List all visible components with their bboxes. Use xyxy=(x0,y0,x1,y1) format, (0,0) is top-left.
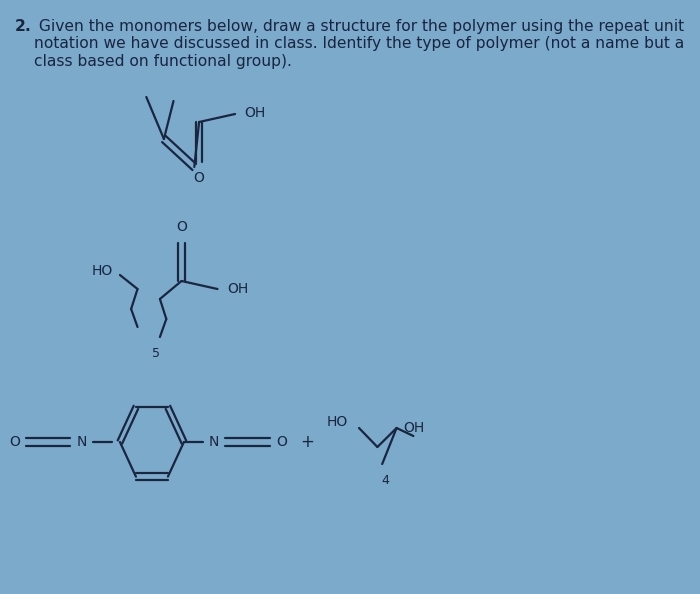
Text: 4: 4 xyxy=(382,473,389,486)
Text: 5: 5 xyxy=(152,346,160,359)
Text: HO: HO xyxy=(327,415,348,429)
Text: N: N xyxy=(209,435,220,449)
Text: OH: OH xyxy=(244,106,266,120)
Text: O: O xyxy=(194,171,204,185)
Text: Given the monomers below, draw a structure for the polymer using the repeat unit: Given the monomers below, draw a structu… xyxy=(34,19,684,69)
Text: N: N xyxy=(76,435,87,449)
Text: O: O xyxy=(276,435,287,449)
Text: 2.: 2. xyxy=(15,19,32,34)
Text: HO: HO xyxy=(92,264,113,278)
Text: O: O xyxy=(176,220,187,234)
Text: +: + xyxy=(300,433,314,451)
Text: OH: OH xyxy=(227,282,248,296)
Text: O: O xyxy=(9,435,20,449)
Text: OH: OH xyxy=(402,421,424,435)
